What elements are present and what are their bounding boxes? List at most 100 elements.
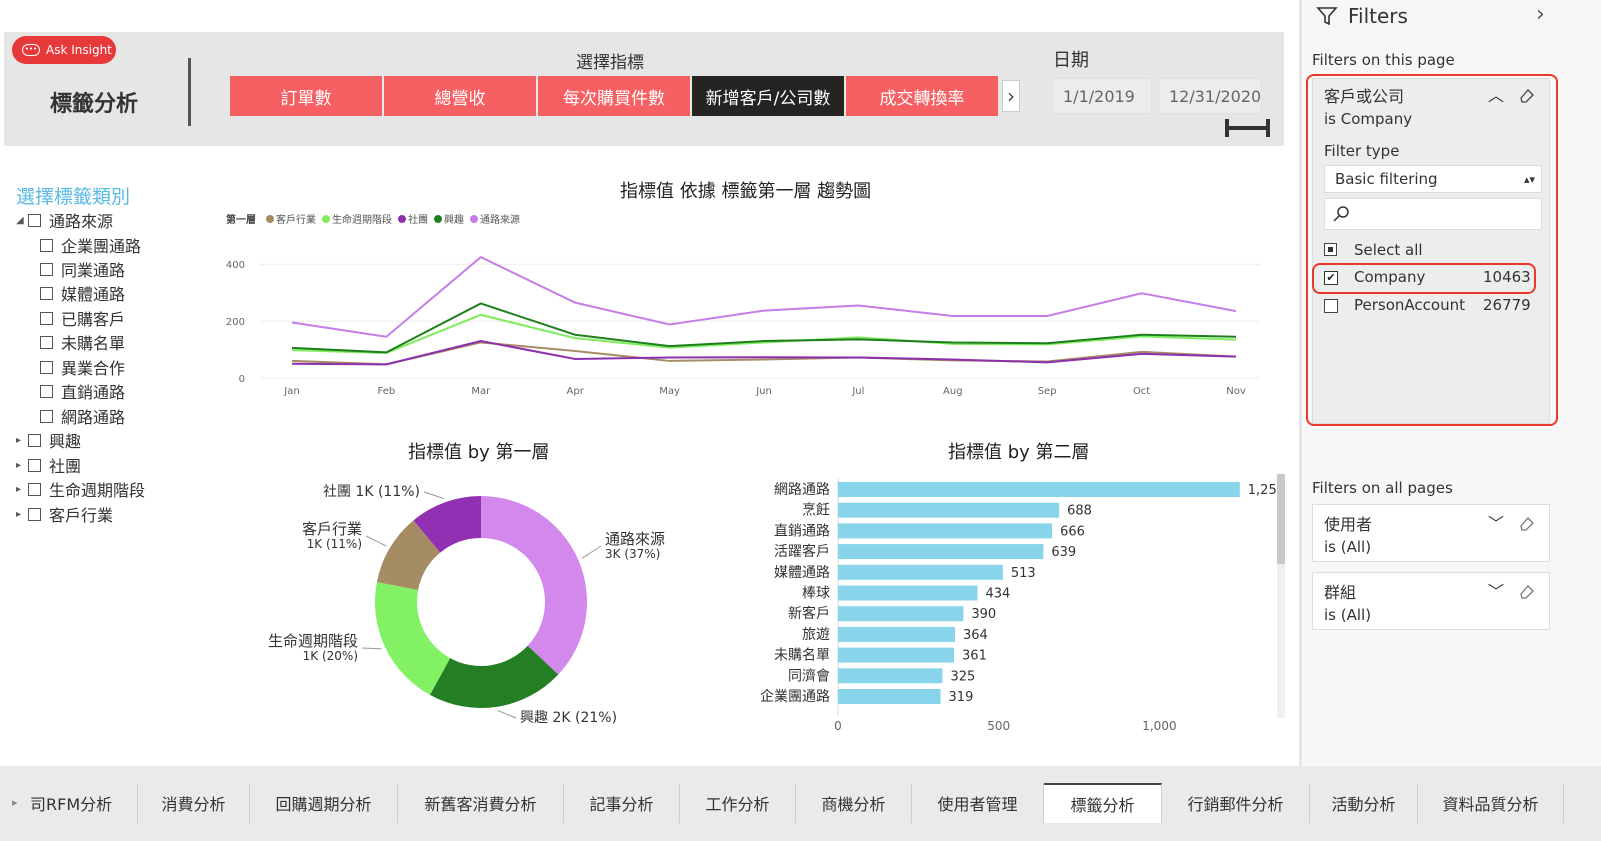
x-tick-label: Sep [1038, 386, 1057, 397]
collapse-arrow-icon[interactable]: ◢ [16, 214, 24, 226]
bar-value-label: 361 [962, 649, 987, 664]
line-chart-title: 指標值 依據 標籤第一層 趨勢圖 [620, 181, 872, 202]
select-all-checkbox[interactable] [1324, 243, 1337, 256]
tab-opportunity[interactable]: 商機分析 [796, 783, 912, 823]
metric-button-revenue[interactable]: 總營收 [384, 76, 536, 116]
eraser-icon[interactable] [1518, 514, 1536, 532]
chevron-right-icon[interactable]: › [1002, 80, 1020, 112]
tree-child-item[interactable]: 直銷通路 [40, 380, 125, 402]
eraser-icon[interactable] [1518, 86, 1536, 104]
y-tick-label: 0 [239, 374, 245, 385]
tree-item-industry[interactable]: ▸ 客戶行業 [16, 503, 113, 525]
tab-marketing-mail[interactable]: 行銷郵件分析 [1162, 783, 1310, 823]
checkbox[interactable] [28, 507, 41, 521]
series-line [291, 313, 1237, 354]
checkbox[interactable] [28, 433, 41, 447]
tree-child-item[interactable]: 企業團通路 [40, 234, 141, 256]
tab-data-quality[interactable]: 資料品質分析 [1418, 783, 1564, 823]
search-icon [1333, 206, 1349, 222]
tab-user-management[interactable]: 使用者管理 [912, 783, 1044, 823]
tab-consumption[interactable]: 消費分析 [138, 783, 250, 823]
series-line [291, 302, 1237, 354]
chat-icon: ••• [22, 44, 40, 56]
metric-button-items-per-purchase[interactable]: 每次購買件數 [538, 76, 690, 116]
filter-card-user[interactable] [1312, 504, 1550, 562]
filter-search-input[interactable] [1324, 198, 1542, 230]
checkbox[interactable] [28, 482, 41, 496]
leader-line [423, 491, 444, 499]
collapse-pane-icon[interactable]: › [1536, 2, 1545, 27]
checkbox[interactable] [40, 238, 53, 252]
chevron-down-icon[interactable]: ﹀ [1488, 582, 1505, 601]
slice-value-label: 3K (37%) [605, 547, 660, 561]
legend-label: 通路來源 [480, 213, 520, 226]
checkbox[interactable] [40, 262, 53, 276]
date-start-input[interactable]: 1/1/2019 [1052, 78, 1152, 114]
tab-work[interactable]: 工作分析 [680, 783, 796, 823]
slice-value-label: 1K (11%) [307, 537, 362, 551]
chevron-up-icon[interactable]: ︿ [1488, 86, 1505, 105]
x-tick-label: Jan [283, 386, 299, 397]
x-tick-label: Nov [1226, 386, 1246, 397]
slice-label: 興趣 2K (21%) [520, 710, 617, 726]
highlight-outline [1312, 263, 1536, 294]
company-checkbox[interactable]: ✔ [1324, 271, 1338, 285]
tab-activities[interactable]: 活動分析 [1310, 783, 1418, 823]
tree-child-item[interactable]: 未購名單 [40, 331, 125, 353]
donut-slice [481, 496, 587, 675]
slider-start-handle[interactable] [1225, 119, 1229, 137]
checkbox[interactable] [40, 335, 53, 349]
tree-item-club[interactable]: ▸ 社團 [16, 454, 81, 476]
slider-end-handle[interactable] [1266, 119, 1270, 137]
donut-slice [413, 496, 481, 553]
tree-item-channel[interactable]: ◢ 通路來源 [16, 209, 113, 231]
tab-repurchase[interactable]: 回購週期分析 [250, 783, 398, 823]
tree-item-label: 客戶行業 [49, 506, 114, 525]
eraser-icon[interactable] [1518, 582, 1536, 600]
tab-scroll-left-icon[interactable]: ▸ [12, 796, 18, 809]
tree-child-item[interactable]: 媒體通路 [40, 282, 125, 304]
bar-value-label: 1,250 [1248, 483, 1285, 498]
metric-button-orders[interactable]: 訂單數 [230, 76, 382, 116]
tree-child-item[interactable]: 已購客戶 [40, 307, 125, 329]
tree-item-lifecycle[interactable]: ▸ 生命週期階段 [16, 478, 145, 500]
expand-arrow-icon[interactable]: ▸ [16, 459, 22, 471]
tab-tag-analysis[interactable]: 標籤分析 [1044, 783, 1162, 823]
filter-card-title: 使用者 [1324, 515, 1373, 534]
date-range-slider[interactable] [1226, 126, 1270, 130]
checkbox[interactable] [40, 409, 53, 423]
tree-child-item[interactable]: 同業通路 [40, 258, 125, 280]
chevron-down-icon[interactable]: ﹀ [1488, 514, 1505, 533]
bar-value-label: 666 [1060, 524, 1085, 539]
tree-child-item[interactable]: 網路通路 [40, 405, 125, 427]
tab-rfm[interactable]: 司RFM分析 [26, 783, 138, 823]
expand-arrow-icon[interactable]: ▸ [16, 434, 22, 446]
date-end-input[interactable]: 12/31/2020 [1158, 78, 1262, 114]
filter-card-title: 客戶或公司 [1324, 87, 1405, 106]
checkbox[interactable] [40, 286, 53, 300]
filter-option-count: 26779 [1483, 296, 1531, 314]
tree-item-interest[interactable]: ▸ 興趣 [16, 429, 81, 451]
bar-category-label: 企業團通路 [760, 688, 830, 705]
checkbox[interactable] [28, 458, 41, 472]
metric-button-new-customers[interactable]: 新增客戶/公司數 [692, 76, 844, 116]
leader-line [581, 545, 602, 559]
checkbox[interactable] [40, 311, 53, 325]
tab-new-old-customers[interactable]: 新舊客消費分析 [398, 783, 564, 823]
expand-arrow-icon[interactable]: ▸ [16, 483, 22, 495]
donut-slice [376, 520, 441, 591]
ask-insight-button[interactable]: ••• Ask Insight [12, 36, 116, 64]
filter-type-select[interactable]: Basic filtering ▴▾ [1324, 165, 1542, 193]
line-chart: 第一層 客戶行業 生命週期階段 社團 興趣 通路來源 0 200 400 Jan Feb Mar Apr… [226, 213, 1260, 397]
filter-card-group[interactable] [1312, 572, 1550, 630]
expand-arrow-icon[interactable]: ▸ [16, 508, 22, 520]
tree-child-label: 直銷通路 [61, 383, 126, 402]
tree-child-item[interactable]: 異業合作 [40, 356, 125, 378]
donut-slice [429, 645, 559, 708]
checkbox[interactable] [28, 213, 41, 227]
checkbox[interactable] [40, 360, 53, 374]
metric-button-conversion-rate[interactable]: 成交轉換率 [846, 76, 998, 116]
checkbox[interactable] [40, 384, 53, 398]
tab-notes[interactable]: 記事分析 [564, 783, 680, 823]
personaccount-checkbox[interactable] [1324, 299, 1338, 313]
